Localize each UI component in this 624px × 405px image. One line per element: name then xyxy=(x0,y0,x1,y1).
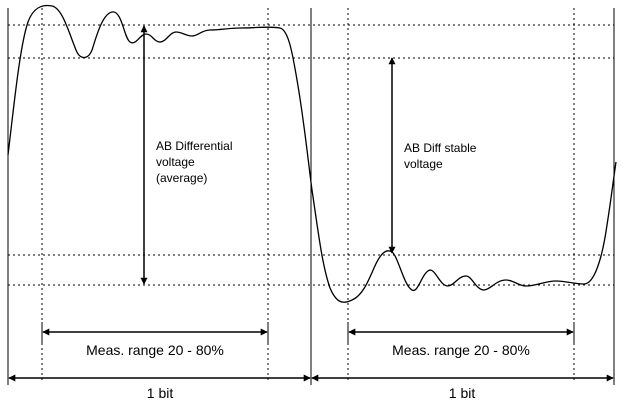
meas-range-left-label: Meas. range 20 - 80% xyxy=(86,342,224,358)
meas-range-left: Meas. range 20 - 80% xyxy=(41,322,269,358)
label-stable-line-1: AB Diff stable xyxy=(404,141,477,155)
meas-range-right-label: Meas. range 20 - 80% xyxy=(392,342,530,358)
label-average-line-3: (average) xyxy=(156,171,207,185)
label-average-voltage: AB Differential voltage (average) xyxy=(156,139,236,185)
differential-waveform xyxy=(7,4,617,303)
label-stable-voltage: AB Diff stable voltage xyxy=(404,141,480,171)
grid-vertical xyxy=(41,8,575,380)
bit-right-label: 1 bit xyxy=(449,385,476,401)
label-average-line-2: voltage xyxy=(156,155,195,169)
meas-range-right: Meas. range 20 - 80% xyxy=(347,322,575,358)
bit-width-left: 1 bit xyxy=(8,374,311,401)
bit-left-label: 1 bit xyxy=(147,385,174,401)
label-stable-line-2: voltage xyxy=(404,157,443,171)
bit-width-right: 1 bit xyxy=(311,374,614,401)
grid-horizontal xyxy=(8,24,614,286)
bit-boundaries xyxy=(7,8,615,385)
label-average-line-1: AB Differential xyxy=(156,139,232,153)
